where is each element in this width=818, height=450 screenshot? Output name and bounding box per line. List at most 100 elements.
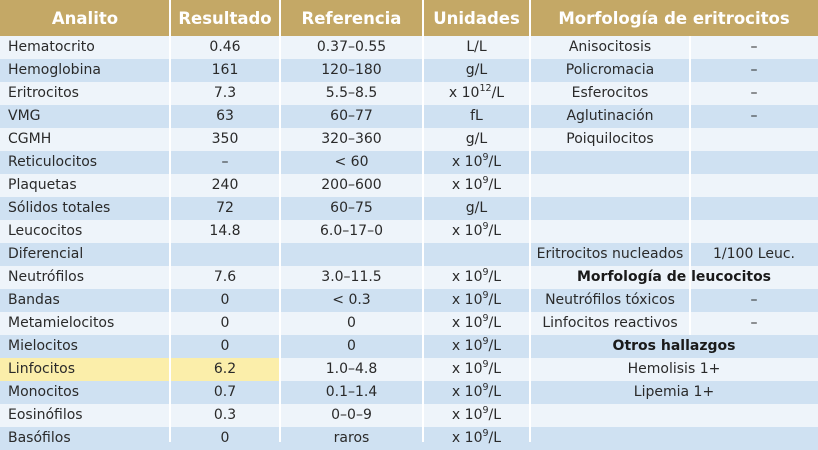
cell-analito: Monocitos — [0, 381, 170, 404]
cell-analito: Eritrocitos — [0, 82, 170, 105]
section-title: Morfología de leucocitos — [530, 266, 818, 289]
morphology-name: Linfocitos reactivos — [530, 312, 690, 335]
cell-referencia: 5.5–8.5 — [280, 82, 423, 105]
cell-resultado: 72 — [170, 197, 280, 220]
table-row: Reticulocitos – < 60 x 109/L — [0, 151, 818, 174]
cell-analito: Eosinófilos — [0, 404, 170, 427]
morphology-name: Anisocitosis — [530, 36, 690, 59]
table-row: CGMH 350 320–360 g/L Poiquilocitos — [0, 128, 818, 151]
morphology-name — [530, 174, 690, 197]
unit-exponent: 9 — [482, 152, 489, 163]
morphology-name — [530, 427, 690, 450]
unit-suffix: /L — [488, 154, 502, 170]
cell-referencia: raros — [280, 427, 423, 450]
cell-referencia: 0 — [280, 312, 423, 335]
cell-unidades: x 109/L — [423, 174, 530, 197]
cell-unidades: x 109/L — [423, 404, 530, 427]
cell-resultado: 0.7 — [170, 381, 280, 404]
cell-referencia: 60–75 — [280, 197, 423, 220]
cell-unidades: g/L — [423, 197, 530, 220]
table-row: Neutrófilos 7.6 3.0–11.5 x 109/L Morfología … — [0, 266, 818, 289]
cell-resultado: 0.46 — [170, 36, 280, 59]
cell-unidades: g/L — [423, 128, 530, 151]
unit-suffix: /L — [488, 361, 502, 377]
morphology-name — [530, 404, 690, 427]
unit-suffix: /L — [488, 269, 502, 285]
table-row: Basófilos 0 raros x 109/L — [0, 427, 818, 450]
header-referencia: Referencia — [280, 0, 423, 36]
unit-exponent: 9 — [482, 336, 489, 347]
column-divider — [279, 0, 281, 442]
unit-suffix: /L — [488, 223, 502, 239]
unit-exponent: 9 — [482, 290, 489, 301]
column-divider — [529, 0, 531, 442]
cell-analito: Hemoglobina — [0, 59, 170, 82]
table-row: Monocitos 0.7 0.1–1.4 x 109/L Lipemia 1+ — [0, 381, 818, 404]
cell-analito: VMG — [0, 105, 170, 128]
column-divider — [422, 0, 424, 442]
morphology-name: Policromacia — [530, 59, 690, 82]
unit-exponent: 9 — [482, 428, 489, 439]
cell-referencia: 0.37–0.55 — [280, 36, 423, 59]
cell-unidades: x 109/L — [423, 151, 530, 174]
cell-referencia: 320–360 — [280, 128, 423, 151]
header-unidades: Unidades — [423, 0, 530, 36]
cell-referencia: 0 — [280, 335, 423, 358]
unit-suffix: /L — [488, 292, 502, 308]
morphology-value: – — [690, 59, 818, 82]
unit-prefix: x 10 — [451, 269, 483, 285]
cell-resultado: 0 — [170, 312, 280, 335]
morphology-value — [690, 220, 818, 243]
section-title: Otros hallazgos — [530, 335, 818, 358]
cell-unidades — [423, 243, 530, 266]
cell-analito: Hematocrito — [0, 36, 170, 59]
morphology-value — [690, 128, 818, 151]
table-row: Mielocitos 0 0 x 109/L Otros hallazgos — [0, 335, 818, 358]
unit-prefix: x 10 — [451, 292, 483, 308]
cell-resultado: 0 — [170, 427, 280, 450]
unit-prefix: x 10 — [451, 177, 483, 193]
morphology-name: Eritrocitos nucleados — [530, 243, 690, 266]
cell-referencia: 1.0–4.8 — [280, 358, 423, 381]
table-row: Linfocitos 6.2 1.0–4.8 x 109/L Hemolisis 1+ — [0, 358, 818, 381]
unit-exponent: 9 — [482, 359, 489, 370]
cell-resultado: 6.2 — [170, 358, 280, 381]
cell-analito: Basófilos — [0, 427, 170, 450]
table-row: Eosinófilos 0.3 0–0–9 x 109/L — [0, 404, 818, 427]
cell-resultado: 7.6 — [170, 266, 280, 289]
morphology-value: – — [690, 105, 818, 128]
table-row: VMG 63 60–77 fL Aglutinación – — [0, 105, 818, 128]
morphology-name — [530, 220, 690, 243]
cell-referencia: 200–600 — [280, 174, 423, 197]
cell-referencia: < 60 — [280, 151, 423, 174]
morphology-value — [690, 151, 818, 174]
cell-analito: Neutrófilos — [0, 266, 170, 289]
cell-analito: Reticulocitos — [0, 151, 170, 174]
unit-exponent: 9 — [482, 221, 489, 232]
morphology-value: 1/100 Leuc. — [690, 243, 818, 266]
unit-suffix: /L — [488, 177, 502, 193]
header-morfologia-eritrocitos: Morfología de eritrocitos — [530, 0, 818, 36]
unit-prefix: x 10 — [451, 154, 483, 170]
cell-unidades: g/L — [423, 59, 530, 82]
cell-referencia: 0.1–1.4 — [280, 381, 423, 404]
morphology-name: Poiquilocitos — [530, 128, 690, 151]
unit-prefix: x 10 — [451, 384, 483, 400]
table-row: Bandas 0 < 0.3 x 109/L Neutrófilos tóxicos – — [0, 289, 818, 312]
cell-analito: Mielocitos — [0, 335, 170, 358]
cell-analito: Diferencial — [0, 243, 170, 266]
cell-unidades: x 109/L — [423, 266, 530, 289]
cell-referencia: 0–0–9 — [280, 404, 423, 427]
unit-suffix: /L — [488, 315, 502, 331]
table-row: Diferencial Eritrocitos nucleados 1/100 Le… — [0, 243, 818, 266]
cell-resultado: 14.8 — [170, 220, 280, 243]
cell-referencia: 3.0–11.5 — [280, 266, 423, 289]
cell-unidades: x 109/L — [423, 335, 530, 358]
cell-resultado: 350 — [170, 128, 280, 151]
morphology-name — [530, 197, 690, 220]
unit-exponent: 9 — [482, 313, 489, 324]
cell-referencia — [280, 243, 423, 266]
column-divider — [689, 36, 691, 335]
morphology-name: Aglutinación — [530, 105, 690, 128]
